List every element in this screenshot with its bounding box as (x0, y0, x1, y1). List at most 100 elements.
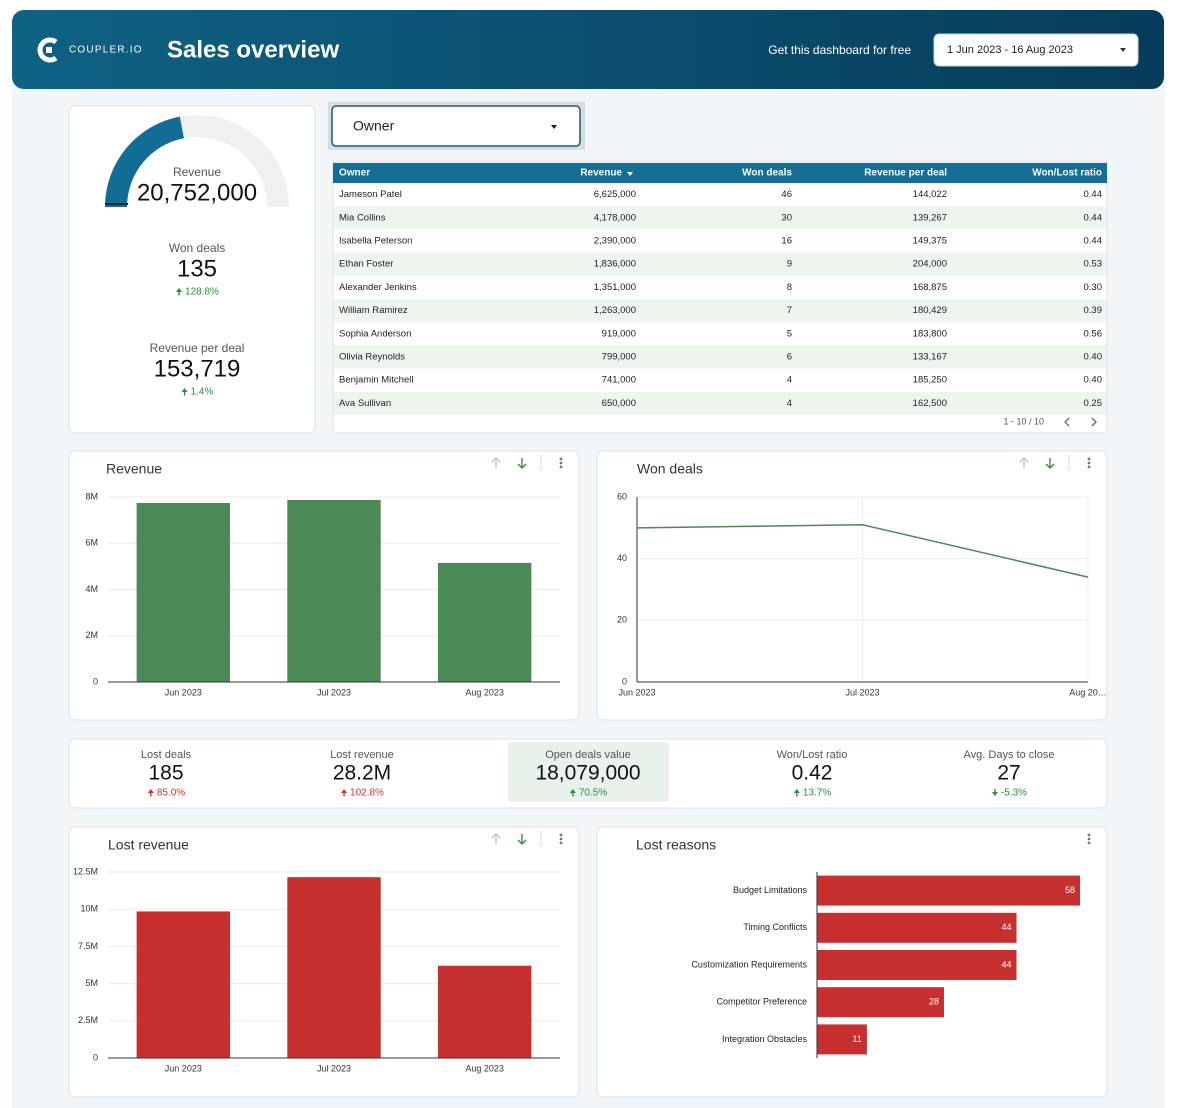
chart-title: Revenue (106, 461, 162, 477)
table-cell: 1,836,000 (594, 259, 636, 270)
x-tick-label: Jun 2023 (165, 687, 202, 697)
table-cell: 650,000 (602, 398, 636, 409)
table-cell: 741,000 (602, 375, 636, 386)
sort-down[interactable] (1045, 458, 1055, 469)
table-cell: 799,000 (602, 352, 636, 363)
table-cell: 0.39 (1084, 305, 1103, 316)
table-row (334, 275, 1106, 299)
kpi-label: Lost deals (141, 749, 192, 761)
y-tick-label: 20 (617, 615, 627, 625)
table-cell: Benjamin Mitchell (339, 375, 413, 386)
kpi-value: 135 (177, 255, 217, 282)
table-cell: Isabella Peterson (339, 236, 412, 247)
x-tick-label: Jul 2023 (317, 687, 351, 697)
change-arrow (793, 789, 800, 797)
sort-down[interactable] (517, 834, 527, 845)
table-cell: 30 (781, 212, 792, 223)
table-cell: Jameson Patel (339, 189, 402, 200)
next-page[interactable] (1091, 417, 1097, 427)
kpi-change: 70.5% (579, 788, 607, 799)
table-cell: 139,267 (913, 212, 947, 223)
menu-dot[interactable] (1087, 841, 1091, 845)
table-cell: 9 (787, 259, 792, 270)
prev-page[interactable] (1064, 417, 1070, 427)
sort-icons (491, 455, 1070, 847)
data-label: 58 (1065, 885, 1075, 895)
menu-dot[interactable] (1087, 461, 1091, 465)
menu-dot[interactable] (559, 461, 563, 465)
filter-caret (551, 125, 557, 129)
x-tick-label: Jul 2023 (845, 687, 879, 697)
menu-dot[interactable] (559, 833, 563, 837)
logo (37, 37, 58, 63)
date-range[interactable]: 1 Jun 2023 - 16 Aug 2023 (947, 44, 1073, 56)
table-cell: 0.40 (1084, 375, 1103, 386)
kpi-value: 185 (148, 762, 183, 785)
sort-up[interactable] (491, 457, 501, 468)
table-cell: 919,000 (602, 328, 636, 339)
table-cell: 8 (787, 282, 792, 293)
table-cell: 204,000 (913, 259, 947, 270)
table-cell: 0.30 (1084, 282, 1103, 293)
x-tick-label: Jul 2023 (317, 1063, 351, 1073)
menu-dot[interactable] (559, 837, 563, 841)
y-tick-label: 2M (85, 630, 98, 640)
table-row (334, 322, 1106, 346)
kpi-label: Lost revenue (330, 749, 394, 761)
menu-dot[interactable] (559, 465, 563, 469)
column-header: Revenue (580, 168, 622, 179)
menu-dot[interactable] (1087, 837, 1091, 841)
table-cell: Sophia Anderson (339, 328, 411, 339)
get-dashboard-link[interactable]: Get this dashboard for free (768, 43, 911, 57)
gauge-fill (105, 116, 184, 207)
kpi-value: 153,719 (154, 355, 241, 382)
owner-filter[interactable] (331, 105, 581, 147)
sort-up[interactable] (491, 833, 501, 844)
table-cell: Ethan Foster (339, 259, 393, 270)
menu-dot[interactable] (1087, 833, 1091, 837)
bar (437, 965, 532, 1058)
menu-dot[interactable] (1087, 465, 1091, 469)
menu-dot[interactable] (559, 457, 563, 461)
table-cell: 16 (781, 236, 792, 247)
x-tick-label: Aug 2023 (465, 687, 504, 697)
y-tick-label: Budget Limitations (733, 885, 808, 895)
filter-label[interactable]: Owner (353, 118, 395, 134)
table-cell: Olivia Reynolds (339, 352, 405, 363)
data-label: 44 (1002, 959, 1012, 969)
table-row (334, 345, 1106, 369)
menu-dot[interactable] (559, 841, 563, 845)
y-tick-label: 10M (80, 904, 98, 914)
change-arrow (991, 789, 998, 796)
brand: COUPLER.IO (69, 45, 143, 56)
table-row (334, 229, 1106, 253)
change-arrow (181, 388, 188, 396)
column-header: Won/Lost ratio (1032, 168, 1102, 179)
change-arrow (569, 789, 576, 797)
kpi-change: 13.7% (803, 788, 831, 799)
kpi-card (68, 105, 316, 434)
y-tick-label: 12.5M (73, 866, 98, 876)
line (636, 523, 1089, 578)
sort-indicator[interactable] (627, 172, 633, 176)
bar (287, 500, 381, 682)
date-picker[interactable] (933, 33, 1139, 67)
bar (817, 912, 1017, 943)
menu-dot[interactable] (1087, 457, 1091, 461)
table-cell: 0.40 (1084, 352, 1103, 363)
dropdown-caret (1120, 48, 1126, 52)
table-cell: 2,390,000 (594, 236, 636, 247)
table-cell: William Ramirez (339, 305, 408, 316)
kpi-label: Revenue (173, 165, 221, 179)
kpi-change: 1.4% (191, 387, 214, 398)
x-tick-label: Aug 20… (1069, 687, 1107, 697)
table-row (334, 183, 1106, 207)
sort-up[interactable] (1019, 457, 1029, 468)
table-cell: 0.53 (1084, 259, 1103, 270)
x-tick-label: Jun 2023 (618, 687, 655, 697)
table-cell: 185,250 (913, 375, 947, 386)
sort-down[interactable] (517, 458, 527, 469)
y-tick-label: Competitor Preference (716, 997, 807, 1007)
bar (817, 950, 1017, 980)
